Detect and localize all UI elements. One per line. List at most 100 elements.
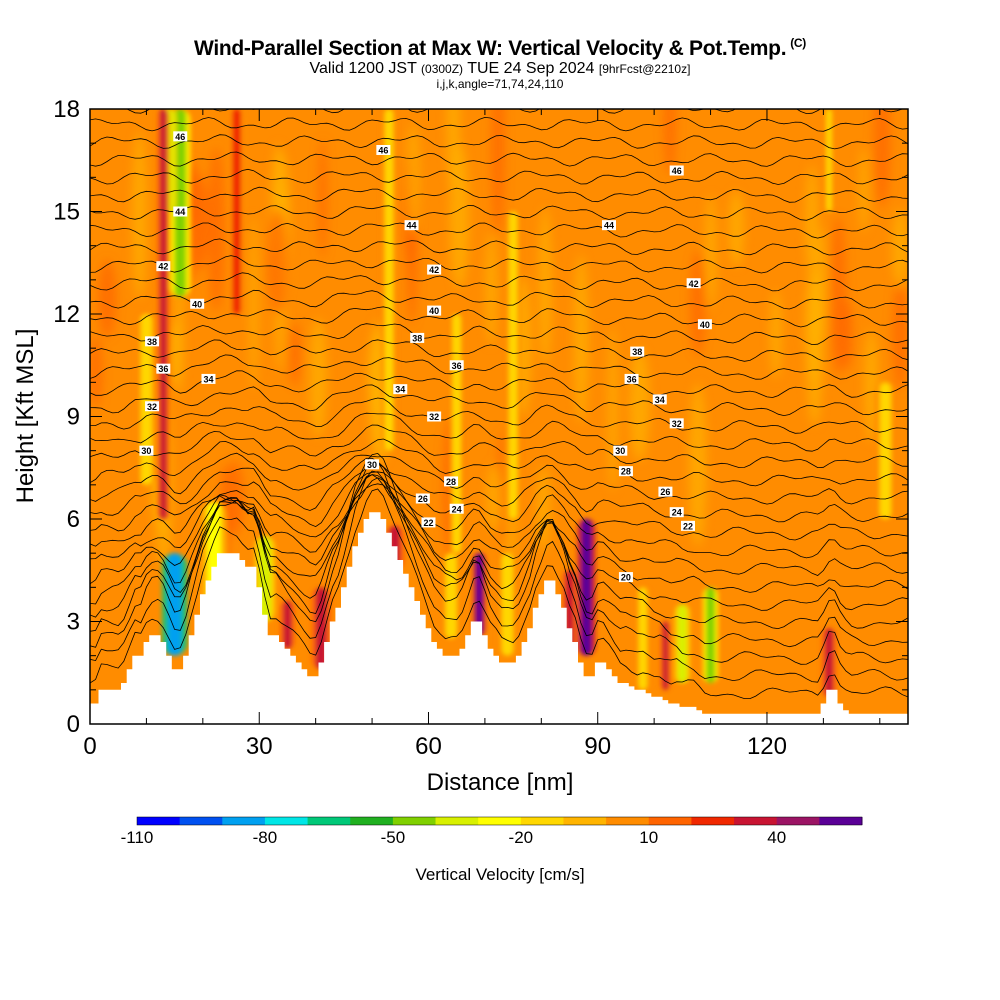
w-texture-blob (892, 208, 908, 289)
w-texture-blob (208, 146, 225, 312)
theta-contour-line (126, 109, 906, 115)
theta-label-text: 36 (158, 364, 168, 374)
theta-contour-line (90, 134, 908, 150)
theta-contours (90, 109, 908, 699)
w-texture-blob (873, 109, 891, 208)
w-feature-core (879, 382, 892, 519)
w-feature-core (581, 519, 592, 656)
w-texture-blob (249, 215, 258, 391)
w-texture-blob (189, 175, 210, 269)
theta-label-text: 32 (147, 402, 157, 412)
theta-contour-line (90, 339, 908, 362)
colorbar-swatch (734, 817, 778, 825)
chart-title-text: Wind-Parallel Section at Max W: Vertical… (194, 37, 787, 60)
theta-label: 46 (669, 165, 684, 176)
theta-label-bg (173, 131, 188, 142)
theta-label: 42 (686, 278, 701, 289)
theta-contour-line (90, 384, 908, 417)
theta-label: 34 (393, 384, 408, 395)
theta-label-text: 30 (615, 446, 625, 456)
theta-label-bg (365, 459, 380, 470)
colorbar-tick-label: 10 (639, 828, 658, 847)
theta-label-text: 42 (158, 262, 168, 272)
w-texture-blob (491, 109, 505, 236)
theta-label: 44 (602, 220, 617, 231)
w-texture-blob (690, 249, 706, 356)
theta-label-bg (427, 411, 442, 422)
w-texture-blob (407, 123, 420, 234)
theta-label: 30 (365, 459, 380, 470)
w-texture-blob (90, 336, 103, 407)
colorbar-swatch (648, 817, 692, 825)
w-texture-blob (449, 143, 469, 290)
colorbar-swatch (350, 817, 394, 825)
theta-contour-line (90, 474, 908, 630)
y-tick-label: 15 (53, 199, 80, 226)
theta-label-text: 40 (700, 320, 710, 330)
w-feature-core (638, 587, 648, 690)
theta-label: 40 (427, 305, 442, 316)
y-tick-label: 0 (67, 711, 80, 738)
w-texture-blob (859, 147, 869, 233)
colorbar-swatch (307, 817, 351, 825)
copyright-mark: (C) (790, 36, 806, 50)
w-texture-blob (705, 194, 717, 309)
theta-label: 32 (427, 411, 442, 422)
w-texture-blob (728, 190, 744, 267)
colorbar-swatch (691, 817, 735, 825)
valid-utc-text: (0300Z) (421, 62, 464, 76)
theta-label-text: 28 (621, 467, 631, 477)
colorbar-swatch (478, 817, 522, 825)
colorbar-swatch (392, 817, 437, 825)
theta-label-text: 22 (423, 518, 433, 528)
theta-label-text: 22 (683, 521, 693, 531)
w-feature-core (706, 587, 715, 683)
theta-label-text: 38 (147, 337, 157, 347)
terrain-mask (90, 512, 908, 724)
x-tick-label: 0 (83, 733, 96, 760)
theta-label-bg (624, 373, 639, 384)
theta-label-bg (139, 445, 154, 456)
theta-label-text: 42 (689, 279, 699, 289)
theta-label: 30 (139, 445, 154, 456)
colorbar-frame (136, 816, 863, 826)
theta-label-text: 44 (604, 221, 614, 231)
theta-label-bg (410, 332, 425, 343)
theta-contour-line (90, 238, 908, 256)
theta-label-text: 40 (429, 306, 439, 316)
theta-label-bg (669, 418, 684, 429)
theta-label: 44 (173, 206, 188, 217)
theta-contour-line (90, 471, 908, 559)
theta-label: 20 (618, 572, 633, 583)
theta-label-bg (404, 220, 419, 231)
theta-label-bg (156, 261, 171, 272)
theta-label-bg (427, 305, 442, 316)
theta-label: 34 (652, 394, 667, 405)
x-axis-title: Distance [nm] (427, 769, 574, 796)
colorbar-swatch (435, 817, 479, 825)
chart-title: Wind-Parallel Section at Max W: Vertical… (0, 36, 1000, 61)
theta-label-bg (156, 363, 171, 374)
x-tick-label: 30 (246, 733, 273, 760)
w-feature-core (174, 109, 186, 297)
colorbar-tick-label: -50 (381, 828, 406, 847)
theta-label: 32 (145, 401, 160, 412)
theta-label: 26 (415, 493, 430, 504)
colorbar-title: Vertical Velocity [cm/s] (415, 865, 584, 884)
theta-label-bg (376, 145, 391, 155)
w-feature-core (826, 109, 832, 212)
w-feature-core (501, 553, 514, 656)
theta-label-text: 20 (621, 573, 631, 583)
w-feature-core (140, 314, 153, 485)
theta-label-text: 32 (672, 419, 682, 429)
theta-label-text: 46 (378, 146, 388, 156)
w-feature-core (475, 553, 483, 636)
theta-label-bg (421, 517, 436, 528)
theta-contour-line (90, 424, 908, 469)
theta-contour-line (90, 477, 908, 593)
theta-label: 38 (410, 332, 425, 343)
forecast-text: [9hrFcst@2210z] (598, 62, 691, 76)
w-texture-blob (573, 254, 589, 424)
theta-label-bg (201, 373, 216, 384)
